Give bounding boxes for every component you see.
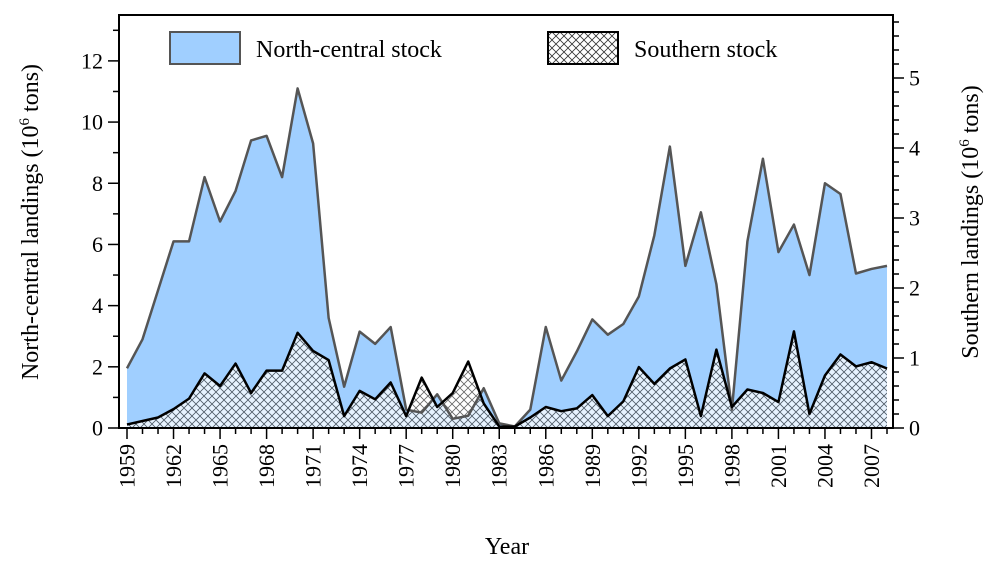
southern-line bbox=[126, 330, 888, 428]
left-y-tick-label: 6 bbox=[92, 232, 103, 257]
x-tick-label: 1983 bbox=[487, 444, 512, 488]
north-central-area bbox=[127, 88, 887, 428]
left-y-tick-label: 4 bbox=[92, 293, 103, 318]
x-tick-label: 1971 bbox=[301, 444, 326, 488]
y-axis-right-title: Southern landings (106 tons) bbox=[957, 85, 984, 358]
x-tick-label: 1995 bbox=[673, 444, 698, 488]
plot-frame bbox=[118, 14, 894, 429]
y-axis-left-title: North-central landings (106 tons) bbox=[17, 64, 44, 380]
right-y-tick-label: 0 bbox=[909, 416, 920, 441]
left-y-tick-label: 10 bbox=[81, 110, 103, 135]
left-y-tick-label: 12 bbox=[81, 48, 103, 73]
right-y-tick-label: 5 bbox=[909, 66, 920, 91]
legend-label-southern: Southern stock bbox=[634, 37, 777, 63]
legend-swatch-southern bbox=[547, 31, 619, 65]
right-y-tick-label: 4 bbox=[909, 136, 920, 161]
left-y-tick-label: 2 bbox=[92, 354, 103, 379]
x-tick-label: 1965 bbox=[208, 444, 233, 488]
x-tick-label: 1986 bbox=[533, 444, 558, 488]
x-tick-label: 2001 bbox=[766, 444, 791, 488]
right-axis-ticks: 0 1 2 3 4 5 bbox=[893, 21, 920, 441]
left-axis-ticks: 0 2 4 6 8 10 12 bbox=[81, 29, 119, 441]
legend-swatch-north-central bbox=[169, 31, 241, 65]
x-tick-label: 1998 bbox=[719, 444, 744, 488]
x-tick-label: 1980 bbox=[440, 444, 465, 488]
x-axis-title: Year bbox=[485, 534, 529, 560]
x-tick-label: 1974 bbox=[347, 444, 372, 488]
x-tick-label: 1962 bbox=[161, 444, 186, 488]
left-y-tick-label: 0 bbox=[92, 416, 103, 441]
x-tick-label: 1989 bbox=[580, 444, 605, 488]
right-y-tick-label: 2 bbox=[909, 276, 920, 301]
x-tick-label: 2004 bbox=[813, 444, 838, 488]
right-y-tick-label: 1 bbox=[909, 346, 920, 371]
x-tick-label: 2007 bbox=[859, 444, 884, 488]
legend: North-central stock Southern stock bbox=[169, 31, 777, 65]
x-tick-label: 1959 bbox=[115, 444, 140, 488]
right-y-tick-label: 3 bbox=[909, 206, 920, 231]
x-axis-ticks: 1959 1962 1965 1968 1971 1974 1977 1980 1983 1986… bbox=[115, 428, 888, 488]
legend-label-north-central: North-central stock bbox=[256, 37, 442, 63]
left-y-tick-label: 8 bbox=[92, 171, 103, 196]
north-central-line bbox=[125, 87, 888, 428]
x-tick-label: 1992 bbox=[626, 444, 651, 488]
x-tick-label: 1977 bbox=[394, 444, 419, 488]
plot-area bbox=[125, 87, 888, 428]
x-tick-label: 1968 bbox=[254, 444, 279, 488]
